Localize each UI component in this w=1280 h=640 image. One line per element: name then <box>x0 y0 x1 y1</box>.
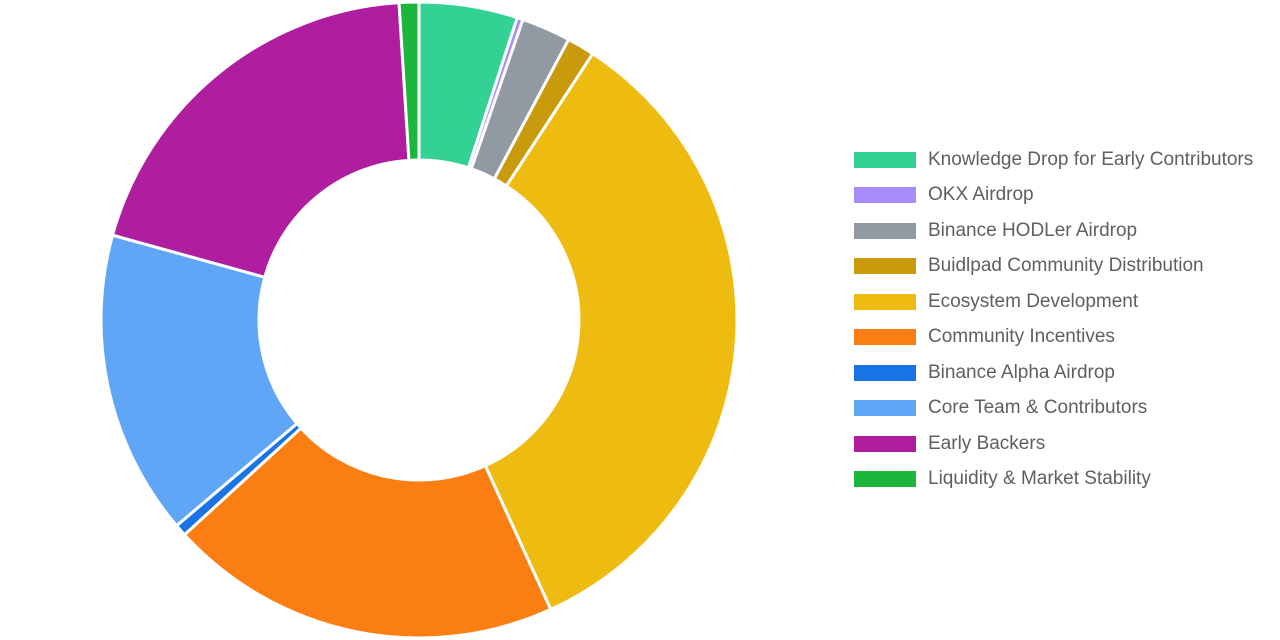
legend-label: Buidlpad Community Distribution <box>928 255 1204 277</box>
legend-item[interactable]: Liquidity & Market Stability <box>854 462 1274 498</box>
legend-swatch <box>854 258 916 275</box>
donut-slice-5 <box>182 426 553 640</box>
legend-label: OKX Airdrop <box>928 184 1034 206</box>
donut-slice-7 <box>99 233 299 528</box>
legend-item[interactable]: Binance HODLer Airdrop <box>854 213 1274 249</box>
donut-chart <box>99 0 739 640</box>
legend-swatch <box>854 471 916 488</box>
legend-swatch <box>854 364 916 381</box>
donut-slice-4 <box>483 52 739 611</box>
legend-item[interactable]: OKX Airdrop <box>854 178 1274 214</box>
legend-swatch <box>854 187 916 204</box>
legend-item[interactable]: Core Team & Contributors <box>854 391 1274 427</box>
legend-item[interactable]: Knowledge Drop for Early Contributors <box>854 142 1274 178</box>
legend-label: Liquidity & Market Stability <box>928 468 1151 490</box>
legend-item[interactable]: Binance Alpha Airdrop <box>854 355 1274 391</box>
legend-swatch <box>854 400 916 417</box>
donut-slice-9 <box>397 0 421 162</box>
legend-label: Binance Alpha Airdrop <box>928 361 1115 383</box>
legend-label: Knowledge Drop for Early Contributors <box>928 148 1254 170</box>
legend-label: Core Team & Contributors <box>928 397 1148 419</box>
legend-swatch <box>854 222 916 239</box>
legend-label: Early Backers <box>928 432 1046 454</box>
legend-label: Community Incentives <box>928 326 1115 348</box>
donut-slice-8 <box>111 1 411 279</box>
legend-swatch <box>854 435 916 452</box>
legend-item[interactable]: Community Incentives <box>854 320 1274 356</box>
legend-item[interactable]: Ecosystem Development <box>854 284 1274 320</box>
chart-legend: Knowledge Drop for Early Contributors OKX… <box>854 142 1274 497</box>
legend-item[interactable]: Early Backers <box>854 426 1274 462</box>
legend-label: Binance HODLer Airdrop <box>928 219 1138 241</box>
legend-swatch <box>854 329 916 346</box>
legend-swatch <box>854 293 916 310</box>
legend-label: Ecosystem Development <box>928 290 1139 312</box>
legend-swatch <box>854 151 916 168</box>
legend-item[interactable]: Buidlpad Community Distribution <box>854 249 1274 285</box>
